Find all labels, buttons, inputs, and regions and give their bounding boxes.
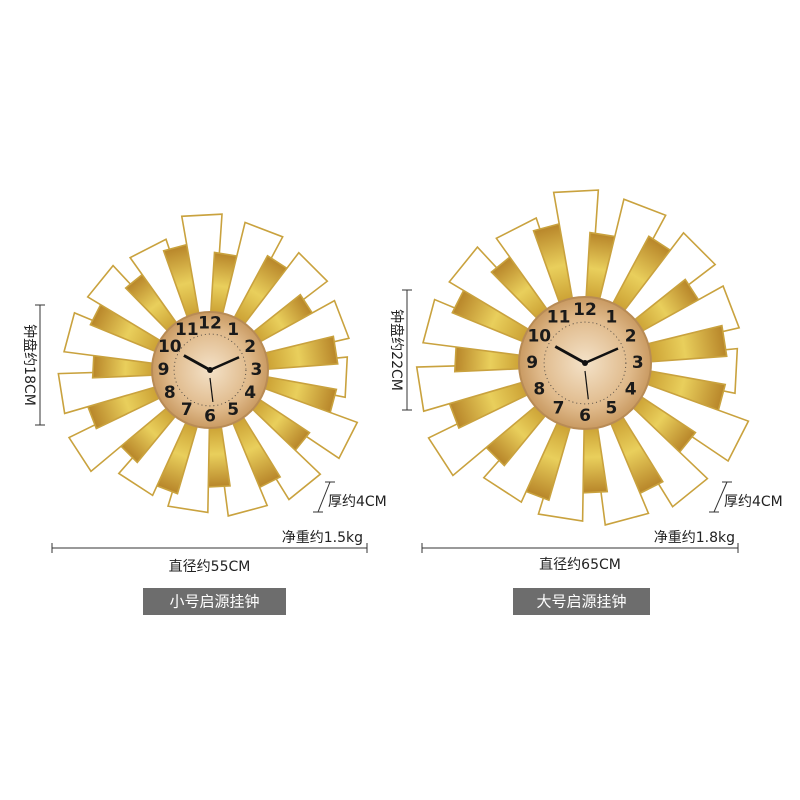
dial-number: 4 [244,383,256,403]
hub [582,360,588,366]
dial-number: 10 [158,337,182,357]
hub [207,367,213,373]
dial-number: 2 [625,327,637,347]
diameter: 直径约65CM [539,556,621,573]
second-hand [584,370,589,400]
thickness: 厚约4CM [328,494,387,510]
diameter: 直径约55CM [169,558,251,575]
dial-number: 9 [526,353,538,373]
dial-number: 1 [605,307,617,327]
dial-number: 7 [181,400,193,420]
dial-size: 钟盘约18CM [21,324,38,406]
dial-number: 6 [579,406,591,426]
name-badge [513,588,650,615]
dial-size: 钟盘约22CM [388,309,405,391]
dial-number: 3 [632,353,644,373]
dial-number: 5 [605,399,617,419]
dial-number: 12 [573,300,597,320]
dial-number: 12 [198,314,222,334]
dial-number: 1 [227,320,239,340]
dial-number: 2 [244,337,256,357]
second-hand [209,377,214,402]
net-weight: 净重约1.8kg [654,530,735,546]
dial-number: 6 [204,406,216,426]
thickness-line [713,481,728,513]
dial-track [173,333,247,407]
dial-number: 11 [175,320,199,340]
name-badge [143,588,286,615]
dial-number: 10 [527,327,551,347]
thickness: 厚约4CM [724,494,783,510]
hour-hand [554,345,586,365]
dial-number: 11 [547,307,571,327]
product-name: 小号启源挂钟 [169,593,259,611]
dial-number: 5 [227,400,239,420]
dial-number: 4 [625,379,637,399]
dial-track [543,321,627,405]
dial-number: 7 [553,399,565,419]
minute-hand [209,356,240,372]
minute-hand [584,347,619,365]
dial-number: 8 [164,383,176,403]
dial-number: 8 [533,379,545,399]
thickness-line [317,481,331,513]
dial-number: 3 [250,360,262,380]
hour-hand [183,354,211,372]
product-name: 大号启源挂钟 [536,593,626,611]
dial-number: 9 [158,360,170,380]
net-weight: 净重约1.5kg [282,530,363,546]
